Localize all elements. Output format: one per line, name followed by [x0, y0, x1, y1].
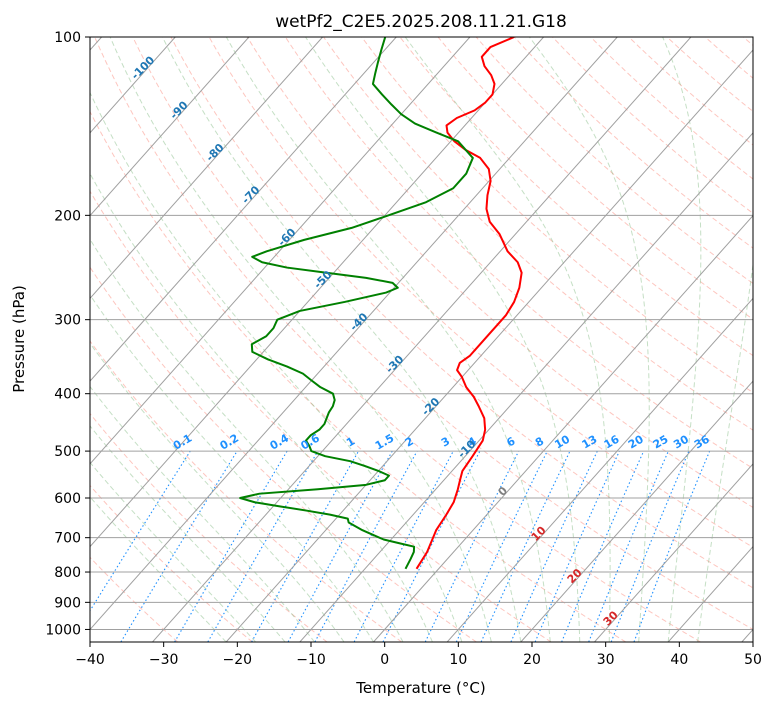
mixing-ratio-line — [588, 450, 669, 642]
y-axis: 100 200 300 400 500 600 700 800 900 1000 — [45, 30, 90, 638]
isotherm-line — [594, 463, 753, 642]
dry-adiabat — [170, 37, 753, 589]
dry-adiabat — [246, 37, 753, 509]
dry-adiabat — [90, 110, 627, 642]
y-tick-label: 1000 — [45, 622, 81, 638]
moist-adiabat — [90, 425, 286, 642]
moist-adiabat — [109, 37, 492, 642]
moist-adiabat — [90, 496, 227, 642]
x-tick-label: −40 — [75, 652, 105, 668]
isotherm-line — [373, 214, 753, 642]
isotherm-line — [90, 37, 323, 300]
dry-adiabat — [399, 37, 753, 357]
mixing-ratio-line — [633, 450, 711, 642]
isotherm-line — [225, 49, 753, 642]
y-tick-label: 900 — [54, 595, 81, 611]
mixing-ratio-line — [314, 450, 418, 642]
dry-adiabat — [132, 37, 753, 631]
moist-adiabat — [90, 294, 374, 642]
moist-adiabat — [90, 342, 345, 642]
x-tick-label: 40 — [670, 652, 688, 668]
mixing-ratio-line — [561, 450, 645, 642]
moist-adiabat — [697, 261, 753, 642]
y-tick-label: 600 — [54, 491, 81, 507]
isotherm-line — [90, 37, 471, 465]
dry-adiabat — [90, 266, 477, 642]
y-tick-label: 700 — [54, 531, 81, 547]
moist-adiabat — [305, 37, 581, 642]
mixing-ratio-line — [510, 450, 598, 642]
y-tick-label: 400 — [54, 387, 81, 403]
x-axis: −40 −30 −20 −10 0 10 20 30 40 50 — [75, 642, 762, 668]
x-tick-label: −10 — [296, 652, 326, 668]
temperature-profile — [415, 37, 523, 570]
y-tick-label: 100 — [54, 30, 81, 46]
y-tick-label: 300 — [54, 313, 81, 329]
mixing-ratio-line — [610, 450, 690, 642]
moist-adiabat — [90, 91, 463, 642]
background-lines — [90, 37, 753, 642]
dry-adiabat — [475, 37, 753, 285]
isotherm-line — [152, 37, 692, 642]
profile-lines — [239, 37, 523, 570]
x-tick-label: 20 — [523, 652, 541, 668]
x-tick-label: −20 — [223, 652, 253, 668]
isotherm-line — [90, 37, 544, 548]
mixing-ratio-line — [251, 450, 360, 642]
grid-lines — [90, 37, 753, 642]
moist-adiabat — [528, 37, 650, 642]
y-tick-label: 200 — [54, 208, 81, 224]
dry-adiabat — [94, 37, 701, 642]
x-axis-label: Temperature (°C) — [355, 679, 485, 697]
dry-adiabat — [284, 37, 753, 470]
moist-adiabat — [662, 37, 702, 642]
moist-adiabat — [90, 461, 257, 642]
isotherm-line — [520, 380, 753, 642]
plot-frame — [89, 36, 754, 643]
mixing-ratio-line — [287, 450, 393, 642]
mixing-ratio-line — [424, 450, 520, 642]
y-tick-label: 800 — [54, 565, 81, 581]
isotherm-line — [90, 37, 250, 217]
y-tick-label: 500 — [54, 444, 81, 460]
x-tick-label: 10 — [449, 652, 467, 668]
isotherm-line — [446, 297, 753, 642]
isotherm-line — [90, 37, 397, 382]
isotherm-line — [90, 37, 618, 631]
moist-adiabat — [404, 37, 611, 642]
x-tick-label: 30 — [597, 652, 615, 668]
moist-adiabat — [90, 385, 315, 642]
x-tick-label: 0 — [380, 652, 389, 668]
mixing-ratio-line — [534, 450, 620, 642]
dry-adiabat — [361, 37, 753, 394]
dry-adiabat — [90, 484, 253, 642]
y-axis-label: Pressure (hPa) — [10, 285, 28, 393]
chart-title: wetPf2_C2E5.2025.208.11.21.G18 — [275, 12, 567, 32]
moist-adiabat — [225, 37, 551, 642]
moist-adiabat — [162, 37, 522, 642]
x-tick-label: −30 — [149, 652, 179, 668]
x-tick-label: 50 — [744, 652, 762, 668]
dewpoint-profile — [239, 37, 474, 570]
mixing-ratio-line — [382, 450, 481, 642]
